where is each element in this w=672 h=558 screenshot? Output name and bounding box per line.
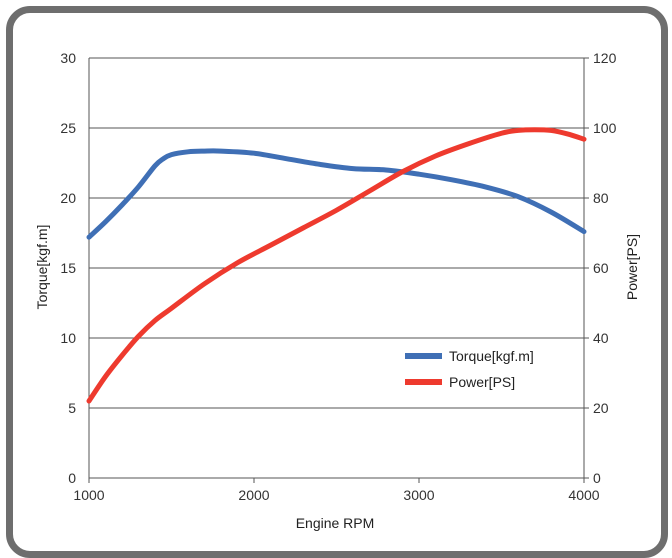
legend-label-power: Power[PS]	[449, 374, 515, 390]
y-left-tick-label: 10	[60, 330, 76, 346]
y-right-tick-label: 40	[593, 330, 609, 346]
x-tick-label: 4000	[568, 487, 599, 503]
y-left-tick-label: 20	[60, 190, 76, 206]
x-tick-label: 3000	[403, 487, 434, 503]
y-left-tick-label: 15	[60, 260, 76, 276]
y-axis-left-title: Torque[kgf.m]	[34, 225, 50, 310]
y-axis-right-title: Power[PS]	[624, 234, 640, 300]
chart-frame	[6, 6, 668, 558]
x-axis-title: Engine RPM	[296, 515, 375, 531]
y-right-tick-label: 120	[593, 50, 617, 66]
y-right-tick-label: 100	[593, 120, 617, 136]
y-left-tick-label: 0	[68, 470, 76, 486]
y-right-tick-label: 0	[593, 470, 601, 486]
y-left-tick-label: 25	[60, 120, 76, 136]
y-right-tick-label: 60	[593, 260, 609, 276]
x-tick-label: 1000	[73, 487, 104, 503]
x-tick-label: 2000	[238, 487, 269, 503]
tick-labels: 0 5 10 15 20 25 30 0 20 40 60 80 100 120 1000 2000 3000 4…	[60, 50, 616, 503]
legend: Torque[kgf.m] Power[PS]	[405, 348, 534, 390]
torque-line	[86, 148, 587, 240]
y-left-tick-label: 5	[68, 400, 76, 416]
legend-label-torque: Torque[kgf.m]	[449, 348, 534, 364]
gridlines	[89, 57, 584, 409]
series-lines	[86, 127, 587, 404]
y-left-tick-label: 30	[60, 50, 76, 66]
y-right-tick-label: 20	[593, 400, 609, 416]
power-line	[86, 127, 587, 404]
y-right-tick-label: 80	[593, 190, 609, 206]
